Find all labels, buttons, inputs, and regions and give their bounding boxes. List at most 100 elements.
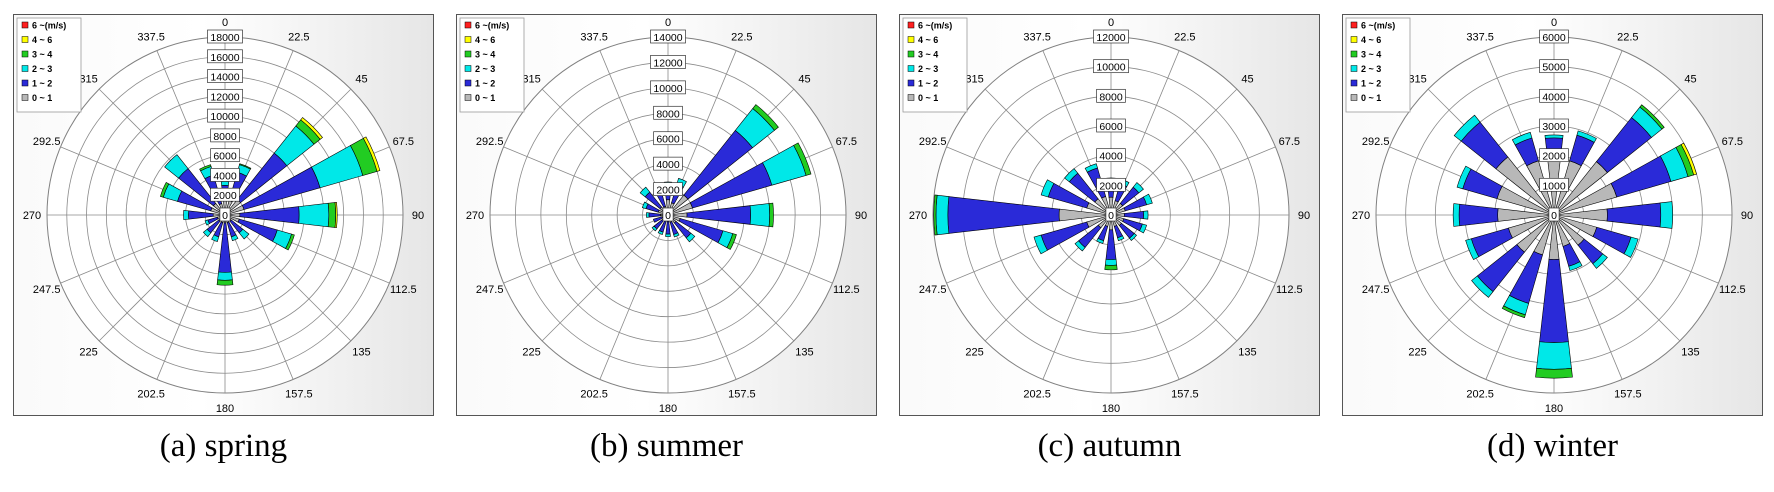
direction-label: 67.5 — [836, 136, 857, 148]
radial-tick-label: 6000 — [653, 131, 683, 146]
svg-text:6 ~(m/s): 6 ~(m/s) — [475, 21, 509, 31]
legend: 6 ~(m/s) 4 ~ 6 3 ~ 4 2 ~ 3 1 ~ 2 0 ~ 1 — [1345, 17, 1411, 113]
wedge-winter-315-bin-2~3 — [1453, 114, 1481, 142]
radial-tick-label: 14000 — [207, 69, 243, 84]
direction-label: 135 — [352, 346, 370, 358]
svg-text:10000: 10000 — [653, 83, 682, 95]
direction-label: 247.5 — [33, 284, 61, 296]
radial-tick-label: 2000 — [210, 187, 240, 202]
svg-text:6000: 6000 — [1542, 32, 1566, 44]
wedge-spring-22.5-bin-3~4 — [239, 163, 252, 170]
svg-text:10000: 10000 — [1096, 62, 1125, 74]
direction-label: 292.5 — [33, 136, 61, 148]
legend: 6 ~(m/s) 4 ~ 6 3 ~ 4 2 ~ 3 1 ~ 2 0 ~ 1 — [16, 17, 82, 113]
radial-tick-label: 1000 — [1539, 177, 1569, 192]
direction-label: 45 — [1684, 74, 1696, 86]
direction-label: 45 — [355, 74, 367, 86]
direction-label: 22.5 — [1617, 32, 1638, 44]
direction-label: 22.5 — [731, 32, 752, 44]
wind-rose-summer: 0 2000 4000 6000 8000 10000 12000 14000 0 22.5 45 6… — [459, 17, 867, 415]
radial-tick-label: 8000 — [653, 105, 683, 120]
svg-text:3000: 3000 — [1542, 121, 1566, 133]
svg-text:6000: 6000 — [213, 151, 237, 163]
wedge-spring-180-bin-2~3 — [217, 271, 233, 281]
wedge-autumn-90-bin-2~3 — [1143, 210, 1149, 220]
wedge-winter-157.5-bin-2~3 — [1568, 261, 1583, 271]
direction-label: 90 — [1298, 210, 1310, 222]
grid-spoke — [503, 214, 669, 284]
radial-tick-label: 5000 — [1539, 59, 1569, 74]
svg-text:3 ~ 4: 3 ~ 4 — [475, 50, 495, 60]
legend-item: 4 ~ 6 — [1350, 35, 1381, 45]
wedge-winter-337.5-bin-2~3 — [1511, 131, 1533, 146]
legend-item: 2 ~ 3 — [1350, 64, 1381, 74]
wedge-spring-90-bin-4~6 — [334, 201, 338, 229]
direction-label: 315 — [965, 74, 983, 86]
direction-label: 22.5 — [288, 32, 309, 44]
radial-tick-label: 0 — [662, 207, 674, 222]
svg-text:1000: 1000 — [1542, 180, 1566, 192]
direction-label: 0 — [1108, 17, 1114, 29]
wedge-spring-225-bin-2~3 — [202, 228, 212, 238]
radial-tick-label: 12000 — [650, 55, 686, 69]
direction-label: 157.5 — [1614, 388, 1642, 400]
grid-spoke — [1110, 214, 1180, 380]
radial-tick-label: 6000 — [210, 148, 240, 163]
wedge-spring-90-bin-2~3 — [298, 202, 330, 228]
svg-text:18000: 18000 — [210, 32, 239, 44]
svg-text:6 ~(m/s): 6 ~(m/s) — [32, 21, 66, 31]
legend-item: 2 ~ 3 — [464, 64, 495, 74]
wedge-spring-45-bin-4~6 — [300, 117, 323, 140]
direction-label: 247.5 — [1362, 284, 1390, 296]
svg-text:1 ~ 2: 1 ~ 2 — [475, 79, 495, 89]
direction-label: 45 — [1241, 74, 1253, 86]
direction-label: 157.5 — [728, 388, 756, 400]
wedge-summer-202.5-bin-2~3 — [657, 230, 664, 235]
wedge-spring-247.5-bin-2~3 — [204, 219, 210, 226]
svg-text:4000: 4000 — [213, 170, 237, 182]
svg-text:5000: 5000 — [1542, 62, 1566, 74]
radial-tick-label: 18000 — [207, 29, 243, 44]
wedge-summer-135-bin-2~3 — [685, 232, 696, 243]
radial-tick-label: 16000 — [207, 49, 243, 64]
direction-label: 180 — [1102, 403, 1120, 415]
direction-label: 270 — [466, 210, 484, 222]
legend-item: 2 ~ 3 — [21, 64, 52, 74]
direction-label: 202.5 — [1466, 388, 1494, 400]
direction-label: 112.5 — [833, 284, 860, 296]
legend-item: 6 ~(m/s) — [21, 21, 66, 31]
svg-text:2000: 2000 — [1542, 151, 1566, 163]
wedge-autumn-270-bin-3~4 — [933, 194, 938, 236]
svg-text:4 ~ 6: 4 ~ 6 — [475, 35, 495, 45]
grid-spoke — [541, 214, 669, 342]
radial-tick-label: 14000 — [650, 29, 686, 44]
direction-label: 225 — [965, 346, 983, 358]
wedge-winter-180-bin-3~4 — [1535, 367, 1573, 379]
direction-label: 202.5 — [137, 388, 165, 400]
wedge-autumn-180-bin-2~3 — [1104, 258, 1118, 266]
svg-text:2000: 2000 — [213, 190, 237, 202]
legend-item: 4 ~ 6 — [464, 35, 495, 45]
wedge-autumn-292.5-bin-2~3 — [1040, 179, 1055, 198]
direction-label: 112.5 — [1276, 284, 1303, 296]
wedge-summer-225-bin-2~3 — [651, 225, 658, 232]
legend-item: 4 ~ 6 — [907, 35, 938, 45]
wind-rose-spring: 0 2000 4000 6000 8000 10000 12000 14000 16000 180… — [16, 17, 424, 415]
direction-label: 180 — [1545, 403, 1563, 415]
wedge-winter-292.5-bin-2~3 — [1456, 165, 1472, 190]
wedge-spring-157.5-bin-2~3 — [230, 234, 239, 242]
wedge-summer-180-bin-2~3 — [665, 233, 671, 237]
wedge-summer-315-bin-2~3 — [639, 186, 651, 198]
radial-tick-label: 2000 — [1539, 148, 1569, 163]
direction-label: 0 — [222, 17, 228, 29]
svg-text:2 ~ 3: 2 ~ 3 — [918, 64, 938, 74]
legend-item: 2 ~ 3 — [907, 64, 938, 74]
wedge-summer-45-bin-3~4 — [752, 104, 779, 131]
direction-label: 135 — [1238, 346, 1256, 358]
wind-rose-panel-winter: 0 1000 2000 3000 4000 5000 6000 0 22.5 45 67.5 90 11… — [1342, 14, 1763, 416]
direction-label: 22.5 — [1174, 32, 1195, 44]
wedge-winter-45-bin-3~4 — [1639, 104, 1665, 130]
direction-label: 0 — [1551, 17, 1557, 29]
wedge-spring-90-bin-3~4 — [327, 202, 337, 228]
wind-rose-winter: 0 1000 2000 3000 4000 5000 6000 0 22.5 45 67.5 90 11… — [1345, 17, 1753, 415]
